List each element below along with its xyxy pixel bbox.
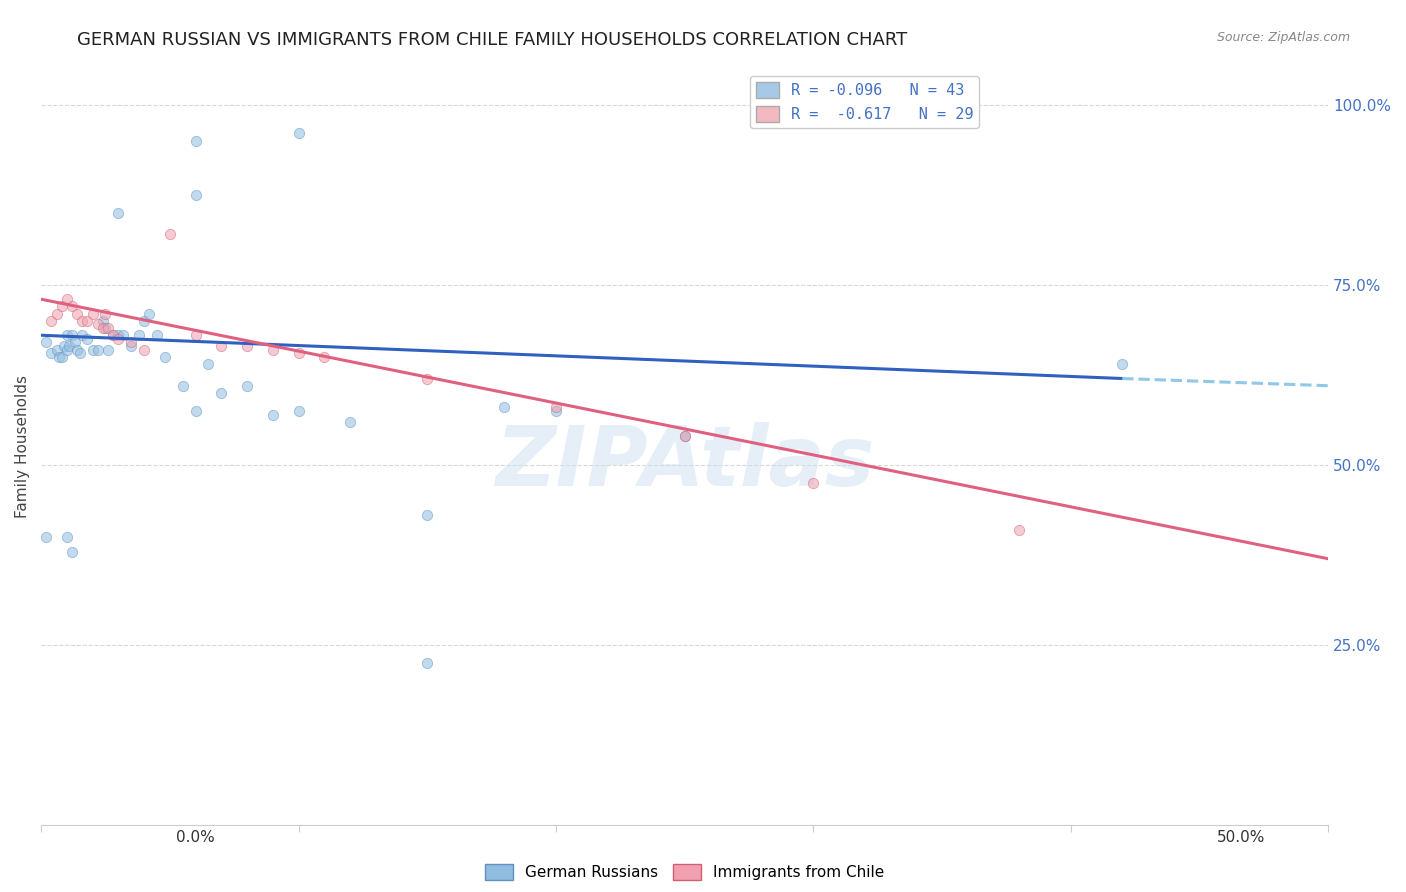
Point	[184, 404, 207, 418]
Point	[45, 307, 67, 321]
Point	[91, 314, 114, 328]
Point	[287, 404, 309, 418]
Point	[63, 335, 86, 350]
Point	[128, 328, 150, 343]
Point	[60, 544, 83, 558]
Point	[66, 343, 89, 357]
Point	[103, 328, 125, 343]
Point	[287, 346, 309, 360]
Point	[153, 350, 176, 364]
Point	[53, 339, 76, 353]
Point	[69, 346, 91, 360]
Point	[107, 328, 129, 343]
Text: 50.0%: 50.0%	[1218, 830, 1265, 845]
Point	[91, 321, 114, 335]
Point	[82, 307, 104, 321]
Text: 0.0%: 0.0%	[176, 830, 215, 845]
Y-axis label: Family Households: Family Households	[15, 376, 30, 518]
Text: ZIPAtlas: ZIPAtlas	[495, 422, 875, 502]
Point	[287, 127, 309, 141]
Point	[72, 328, 94, 343]
Point	[673, 429, 696, 443]
Point	[1111, 357, 1133, 371]
Point	[87, 343, 110, 357]
Point	[544, 401, 567, 415]
Point	[416, 371, 439, 385]
Point	[107, 205, 129, 219]
Point	[262, 408, 284, 422]
Point	[209, 385, 232, 400]
Point	[236, 378, 259, 392]
Text: Source: ZipAtlas.com: Source: ZipAtlas.com	[1216, 31, 1350, 45]
Point	[184, 328, 207, 343]
Point	[107, 332, 129, 346]
Point	[76, 332, 98, 346]
Point	[801, 476, 824, 491]
Point	[120, 339, 142, 353]
Point	[416, 657, 439, 671]
Point	[60, 300, 83, 314]
Point	[94, 321, 117, 335]
Text: GERMAN RUSSIAN VS IMMIGRANTS FROM CHILE FAMILY HOUSEHOLDS CORRELATION CHART: GERMAN RUSSIAN VS IMMIGRANTS FROM CHILE …	[77, 31, 908, 49]
Point	[103, 328, 125, 343]
Point	[94, 307, 117, 321]
Point	[132, 343, 155, 357]
Point	[120, 335, 142, 350]
Point	[41, 346, 63, 360]
Point	[236, 339, 259, 353]
Point	[1008, 523, 1031, 537]
Point	[494, 401, 516, 415]
Point	[262, 343, 284, 357]
Point	[51, 350, 73, 364]
Point	[87, 318, 110, 332]
Point	[35, 335, 58, 350]
Point	[56, 292, 79, 306]
Point	[58, 339, 80, 353]
Point	[35, 530, 58, 544]
Point	[56, 328, 79, 343]
Point	[51, 300, 73, 314]
Point	[146, 328, 169, 343]
Point	[138, 307, 160, 321]
Point	[97, 321, 120, 335]
Point	[60, 328, 83, 343]
Point	[132, 314, 155, 328]
Point	[97, 343, 120, 357]
Point	[184, 134, 207, 148]
Point	[673, 429, 696, 443]
Point	[48, 350, 70, 364]
Point	[66, 307, 89, 321]
Point	[209, 339, 232, 353]
Point	[339, 415, 361, 429]
Point	[172, 378, 194, 392]
Point	[197, 357, 219, 371]
Point	[56, 530, 79, 544]
Point	[45, 343, 67, 357]
Point	[159, 227, 181, 242]
Point	[112, 328, 135, 343]
Point	[82, 343, 104, 357]
Point	[184, 187, 207, 202]
Legend: R = -0.096   N = 43, R =  -0.617   N = 29: R = -0.096 N = 43, R = -0.617 N = 29	[749, 76, 980, 128]
Point	[544, 404, 567, 418]
Point	[76, 314, 98, 328]
Point	[56, 343, 79, 357]
Point	[41, 314, 63, 328]
Point	[416, 508, 439, 523]
Point	[314, 350, 336, 364]
Point	[72, 314, 94, 328]
